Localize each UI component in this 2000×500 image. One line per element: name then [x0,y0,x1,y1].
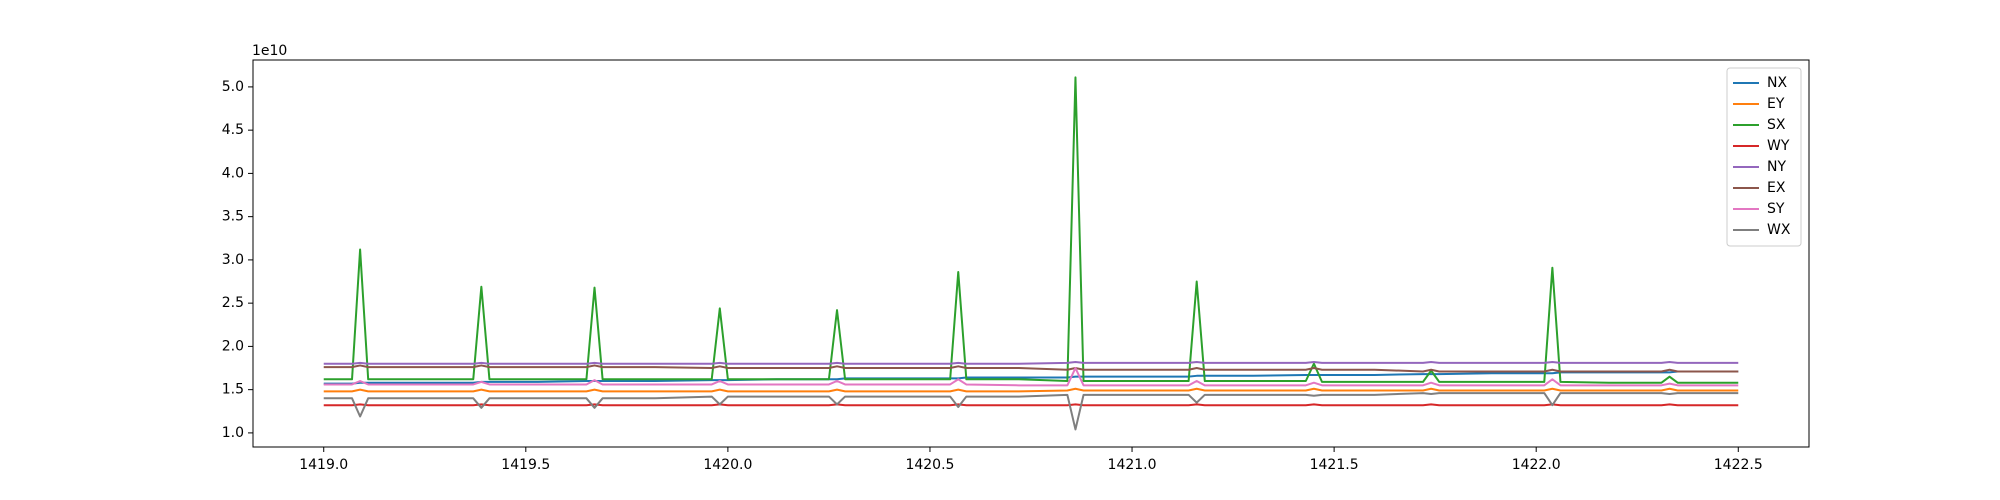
x-tick-label: 1422.0 [1512,457,1561,473]
data-line [323,367,1739,387]
y-tick-label: 3.5 [222,209,244,225]
x-tick-label: 1421.5 [1310,457,1359,473]
data-line [323,360,1739,365]
x-tick-label: 1420.5 [905,457,954,473]
data-line [323,76,1739,384]
x-tick-label: 1420.0 [703,457,752,473]
y-tick-label: 3.0 [222,252,244,268]
data-line [323,403,1739,407]
x-tick-label: 1421.0 [1108,457,1157,473]
data-line [323,370,1739,385]
legend-label: EX [1767,180,1786,196]
y-tick-label: 2.0 [222,338,244,354]
y-tick-label: 4.0 [222,165,244,181]
legend-box [1726,67,1802,247]
y-tick-label: 2.5 [222,295,244,311]
legend-label: SY [1767,201,1785,217]
data-line [323,387,1739,393]
y-tick-label: 4.5 [222,122,244,138]
y-tick-label: 1.5 [222,382,244,398]
x-tick-label: 1422.5 [1714,457,1763,473]
data-line [323,392,1739,431]
x-tick-label: 1419.5 [501,457,550,473]
legend-label: NX [1767,75,1787,91]
x-tick-label: 1419.0 [299,457,348,473]
y-tick-label: 1.0 [222,425,244,441]
legend-label: SX [1767,117,1786,133]
y-offset-label: 1e10 [252,43,287,59]
data-line [323,364,1739,373]
y-tick-label: 5.0 [222,79,244,95]
legend-label: EY [1767,96,1785,112]
legend-label: WX [1767,222,1791,238]
legend-label: NY [1767,159,1786,175]
legend-label: WY [1767,138,1790,154]
plot-frame [252,59,1810,448]
